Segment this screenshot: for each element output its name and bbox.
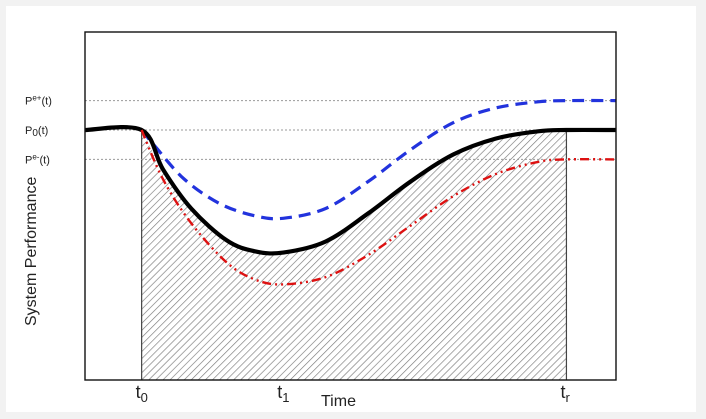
level-label-baseline: P0(t) — [25, 125, 48, 139]
x-axis-label: Time — [321, 393, 356, 410]
level-label-upper: Pe+(t) — [25, 94, 52, 108]
plot-frame — [84, 31, 617, 381]
level-label-lower: Pe-(t) — [25, 152, 50, 166]
resilience-chart: t0 t1 tr Pe+(t) P0(t) Pe-(t) Time System Per… — [23, 31, 617, 410]
x-tick-label-t1: t1 — [277, 382, 289, 405]
x-tick-label-tr: tr — [560, 382, 570, 405]
series-line-lower — [140, 129, 617, 286]
y-axis-label: System Performance — [23, 177, 40, 326]
series-line-baseline — [84, 125, 617, 256]
x-tick-label-t0: t0 — [136, 382, 148, 405]
performance-loss-area — [141, 130, 567, 380]
figure-panel: t0 t1 tr Pe+(t) P0(t) Pe-(t) Time System Per… — [6, 6, 696, 412]
series-line-upper — [140, 98, 617, 221]
